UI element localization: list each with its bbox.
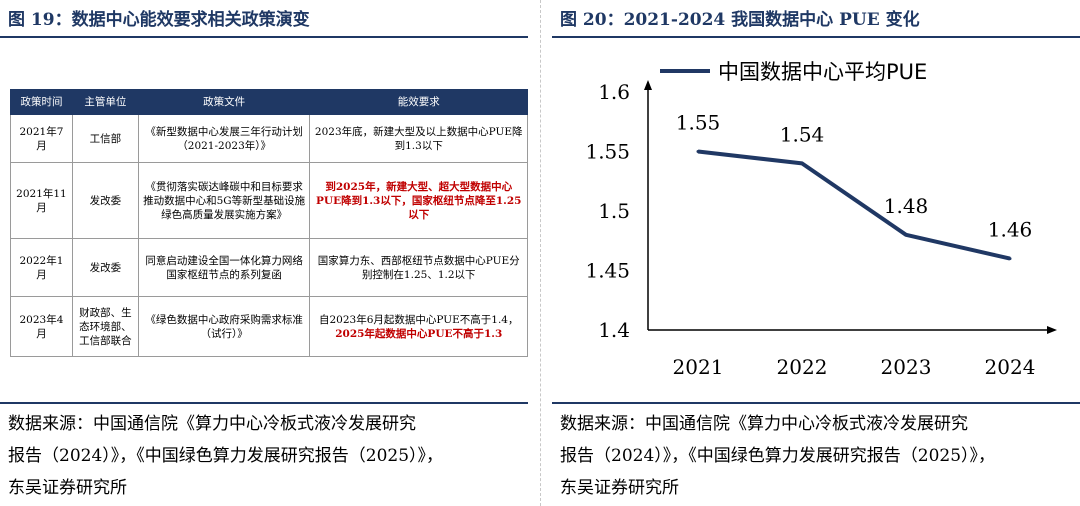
cell-date: 2022年1月 — [10, 238, 73, 297]
chart-series — [696, 149, 1012, 261]
figure-20-title: 图 20：2021-2024 我国数据中心 PUE 变化 — [560, 10, 920, 30]
cell-agency: 财政部、生态环境部、工信部联合 — [71, 296, 139, 357]
cell-agency: 发改委 — [71, 162, 139, 239]
pue-series-line — [697, 149, 1011, 261]
cell-date: 2021年7月 — [10, 114, 73, 163]
y-tick-label: 1.45 — [585, 259, 630, 283]
pue-data-point — [1008, 257, 1012, 261]
legend-label: 中国数据中心平均PUE — [718, 60, 927, 84]
requirement-text: 2023年底，新建大型及以上数据中心PUE降到1.3以下 — [314, 125, 523, 152]
table-row: 2023年4月 财政部、生态环境部、工信部联合 《绿色数据中心政府采购需求标准（… — [10, 296, 528, 357]
panel-divider — [540, 0, 541, 506]
y-tick-label: 1.55 — [585, 140, 630, 164]
source-note: 数据来源：中国通信院《算力中心冷板式液冷发展研究 报告（2024）》，《中国绿色… — [560, 408, 1072, 504]
data-label: 1.48 — [884, 194, 929, 218]
pue-data-point — [904, 233, 908, 237]
source-note: 数据来源：中国通信院《算力中心冷板式液冷发展研究 报告（2024）》，《中国绿色… — [8, 408, 520, 504]
cell-requirement: 2023年底，新建大型及以上数据中心PUE降到1.3以下 — [309, 114, 528, 163]
pue-data-point — [696, 150, 700, 153]
source-line: 东吴证券研究所 — [8, 478, 127, 498]
x-tick-label: 2022 — [777, 355, 828, 379]
source-line: 数据来源：中国通信院《算力中心冷板式液冷发展研究 — [560, 414, 968, 434]
cell-agency: 工信部 — [71, 114, 139, 163]
y-tick-label: 1.5 — [598, 199, 630, 223]
chart-ticks: 1.6 1.55 1.5 1.45 1.4 2021 2022 2023 2024 — [585, 80, 1035, 379]
cell-date: 2021年11月 — [10, 162, 73, 239]
header-document: 政策文件 — [137, 89, 311, 115]
x-tick-label: 2023 — [881, 355, 932, 379]
table-row: 2022年1月 发改委 同意启动建设全国一体化算力网络国家枢纽节点的系列复函 国… — [10, 238, 528, 297]
table-row: 2021年11月 发改委 《贯彻落实碳达峰碳中和目标要求 推动数据中心和5G等新… — [10, 162, 528, 239]
chart-legend: 中国数据中心平均PUE — [660, 60, 927, 84]
cell-document: 《贯彻落实碳达峰碳中和目标要求 推动数据中心和5G等新型基础设施绿色高质量发展实… — [137, 162, 311, 239]
cell-document: 《绿色数据中心政府采购需求标准（试行）》 — [137, 296, 311, 357]
y-tick-label: 1.6 — [598, 80, 630, 104]
source-line: 东吴证券研究所 — [560, 478, 679, 498]
data-label: 1.46 — [988, 218, 1033, 242]
cell-requirement: 到2025年，新建大型、超大型数据中心PUE降到1.3以下，国家枢纽节点降至1.… — [309, 162, 528, 239]
cell-requirement: 国家算力东、西部枢纽节点数据中心PUE分别控制在1.25、1.2以下 — [309, 238, 528, 297]
policy-panel: 图 19：数据中心能效要求相关政策演变 政策时间 主管单位 政策文件 能效要求 … — [0, 0, 528, 506]
title-rule — [0, 36, 528, 38]
chart-data-labels: 1.55 1.54 1.48 1.46 — [676, 111, 1033, 242]
pue-line-chart: 中国数据中心平均PUE 1.6 1.55 1.5 1.45 1.4 2021 2022 202… — [585, 60, 1057, 379]
header-agency: 主管单位 — [71, 89, 139, 115]
cell-document: 《新型数据中心发展三年行动计划（2021-2023年）》 — [137, 114, 311, 163]
requirement-highlight: 到2025年，新建大型、超大型数据中心PUE降到1.3以下，国家枢纽节点降至1.… — [316, 180, 522, 221]
x-tick-label: 2024 — [985, 355, 1036, 379]
chart-axes — [644, 80, 1057, 334]
requirement-text: 国家算力东、西部枢纽节点数据中心PUE分别控制在1.25、1.2以下 — [317, 254, 520, 281]
title-rule — [552, 36, 1080, 38]
cell-document: 同意启动建设全国一体化算力网络国家枢纽节点的系列复函 — [137, 238, 311, 297]
pue-chart-panel: 图 20：2021-2024 我国数据中心 PUE 变化 中国数据中心平均PUE… — [552, 0, 1080, 506]
data-label: 1.54 — [780, 122, 825, 146]
y-axis-arrow — [644, 80, 652, 90]
requirement-text: 自2023年6月起数据中心PUE不高于1.4， — [318, 313, 519, 326]
cell-requirement: 自2023年6月起数据中心PUE不高于1.4，2025年起数据中心PUE不高于1… — [309, 296, 528, 357]
source-rule — [552, 402, 1080, 404]
header-date: 政策时间 — [10, 89, 73, 115]
source-rule — [0, 402, 528, 404]
header-requirement: 能效要求 — [309, 89, 528, 115]
x-tick-label: 2021 — [673, 355, 724, 379]
source-line: 报告（2024）》，《中国绿色算力发展研究报告（2025）》， — [560, 446, 996, 466]
requirement-highlight: 2025年起数据中心PUE不高于1.3 — [335, 327, 503, 340]
data-label: 1.55 — [676, 111, 721, 135]
table-header-row: 政策时间 主管单位 政策文件 能效要求 — [10, 89, 528, 115]
x-axis-arrow — [1047, 326, 1057, 334]
cell-date: 2023年4月 — [10, 296, 73, 357]
policy-table: 政策时间 主管单位 政策文件 能效要求 2021年7月 工信部 《新型数据中心发… — [10, 89, 528, 357]
source-line: 报告（2024）》，《中国绿色算力发展研究报告（2025）》， — [8, 446, 444, 466]
pue-data-point — [800, 161, 804, 165]
table-row: 2021年7月 工信部 《新型数据中心发展三年行动计划（2021-2023年）》… — [10, 114, 528, 163]
source-line: 数据来源：中国通信院《算力中心冷板式液冷发展研究 — [8, 414, 416, 434]
cell-agency: 发改委 — [71, 238, 139, 297]
y-tick-label: 1.4 — [598, 318, 630, 342]
figure-19-title: 图 19：数据中心能效要求相关政策演变 — [8, 10, 310, 30]
